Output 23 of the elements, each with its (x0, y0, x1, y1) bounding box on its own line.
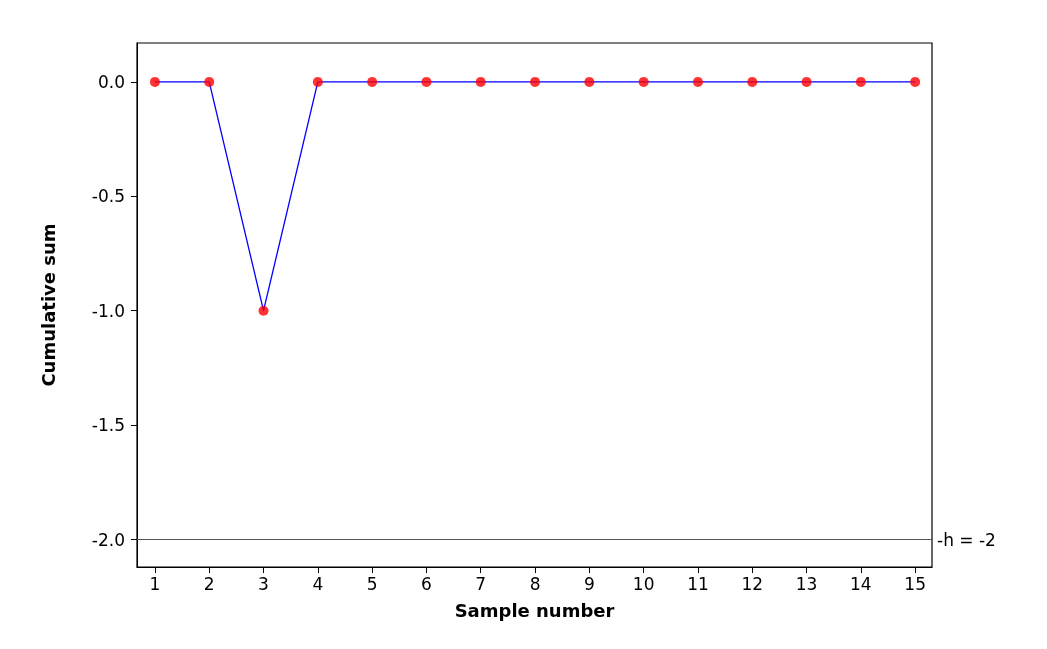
x-tick-label: 1 (149, 573, 161, 594)
y-axis-title: Cumulative sum (37, 223, 59, 387)
x-tick-label: 6 (421, 573, 432, 594)
x-tick-label: 5 (366, 573, 378, 594)
x-tick-label: 13 (795, 573, 818, 594)
x-axis-title: Sample number (454, 599, 615, 621)
x-tick-label: 14 (850, 573, 872, 594)
y-tick-label: -1.5 (91, 415, 125, 436)
x-tick-label: 2 (203, 573, 215, 594)
x-tick-label: 15 (904, 573, 926, 594)
y-tick-label: -2.0 (91, 529, 125, 550)
x-tick-label: 11 (687, 573, 709, 594)
x-tick-label: 9 (583, 573, 595, 594)
x-tick-label: 10 (632, 573, 655, 594)
y-tick-label: -1.0 (91, 300, 125, 321)
x-tick-label: 4 (312, 573, 324, 594)
x-tick-label: 7 (475, 573, 487, 594)
y-tick-label: 0.0 (97, 71, 125, 92)
x-tick-label: 3 (258, 573, 269, 594)
x-tick-label: 8 (529, 573, 541, 594)
ref-line-label: -h = -2 (937, 529, 996, 550)
x-tick-label: 12 (741, 573, 764, 594)
y-tick-label: -0.5 (91, 186, 125, 207)
